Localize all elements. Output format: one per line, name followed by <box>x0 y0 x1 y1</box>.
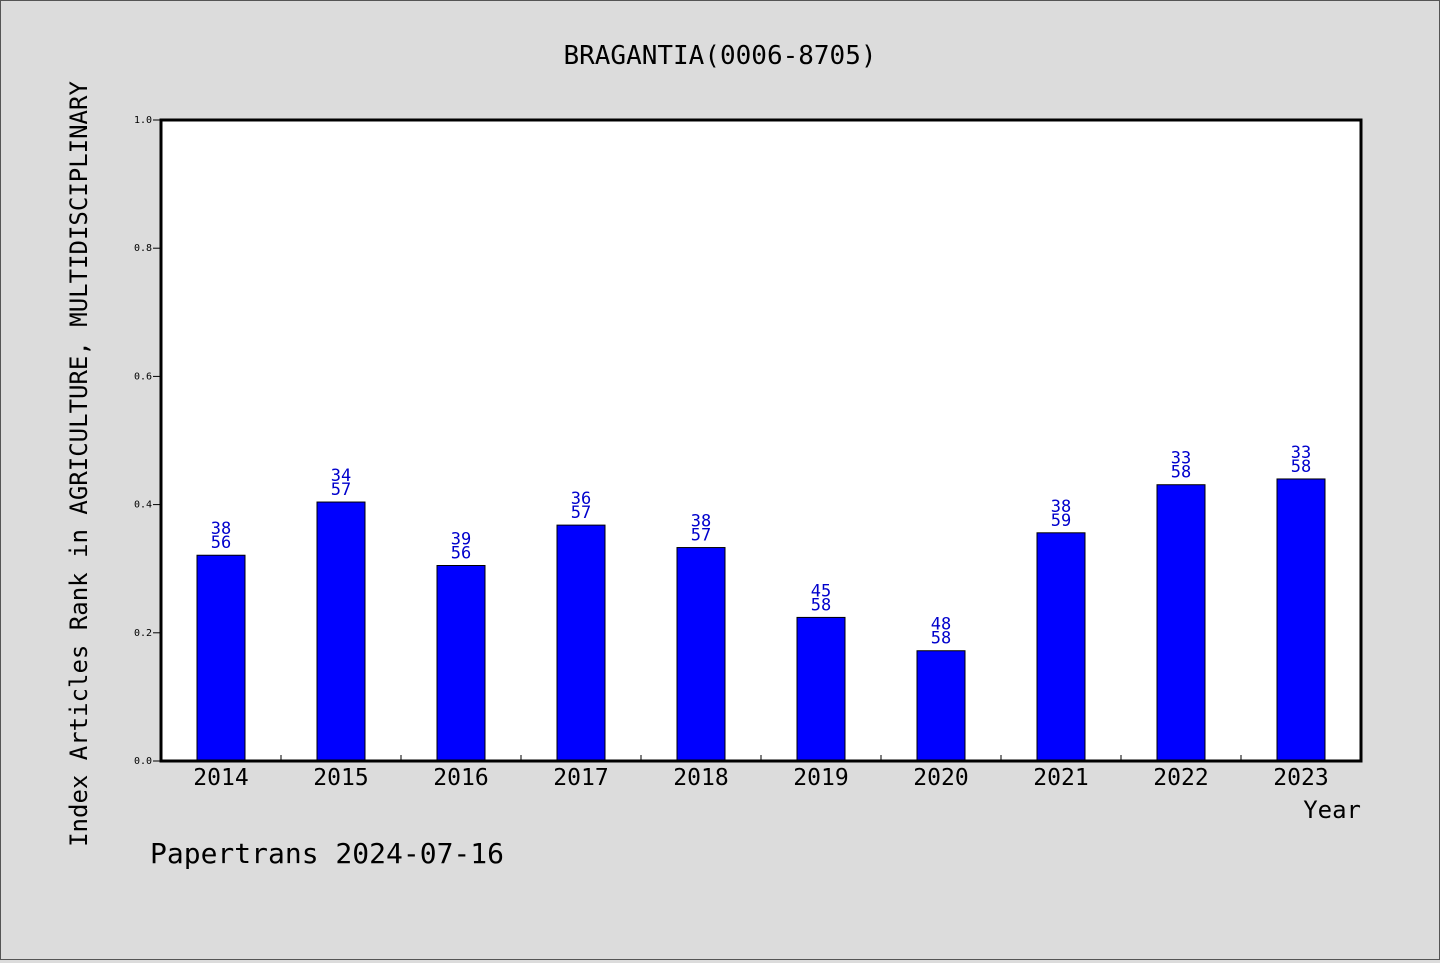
bar <box>316 501 366 762</box>
bar-total-label: 59 <box>1051 511 1071 531</box>
x-tick-label: 2023 <box>1273 765 1328 791</box>
x-axis-label: Year <box>1303 796 1361 824</box>
chart-title: BRAGANTIA(0006-8705) <box>563 41 876 71</box>
bar-total-label: 58 <box>1291 457 1311 477</box>
bar <box>1276 478 1326 762</box>
bar-rank-label: 33 <box>1291 443 1311 463</box>
bar-total-label: 56 <box>451 543 471 563</box>
y-tick-label: 1.0 <box>134 115 152 126</box>
x-tick-label: 2017 <box>553 765 608 791</box>
bar-rank-label: 38 <box>211 519 231 539</box>
y-tick-label: 0.4 <box>134 500 152 511</box>
bar-rank-label: 39 <box>451 529 471 549</box>
x-tick-label: 2020 <box>913 765 968 791</box>
y-axis-label: Index Articles Rank in AGRICULTURE, MULT… <box>65 81 93 847</box>
bar <box>556 524 606 762</box>
y-axis-ticks: 0.0 0.2 0.4 0.6 0.8 1.0 <box>134 115 161 767</box>
bar-total-label: 58 <box>931 629 951 649</box>
x-axis-ticks: 2014 2015 2016 2017 2018 2019 2020 2021 2022 2023 <box>193 755 1329 791</box>
y-tick-label: 0.2 <box>134 628 152 639</box>
bar-total-label: 56 <box>211 533 231 553</box>
x-tick-label: 2018 <box>673 765 728 791</box>
x-tick-label: 2021 <box>1033 765 1088 791</box>
bar <box>1036 532 1086 762</box>
bars-layer <box>196 478 1326 762</box>
bar <box>676 547 726 762</box>
y-tick-label: 0.0 <box>134 756 152 767</box>
x-tick-label: 2014 <box>193 765 248 791</box>
bar-rank-label: 48 <box>931 615 951 635</box>
x-tick-label: 2016 <box>433 765 488 791</box>
bar-total-label: 57 <box>691 526 711 546</box>
y-tick-label: 0.8 <box>134 243 152 254</box>
bar <box>196 554 246 762</box>
bar-rank-label: 38 <box>691 512 711 532</box>
x-tick-label: 2022 <box>1153 765 1208 791</box>
bar-rank-label: 34 <box>331 466 351 486</box>
bar-total-label: 57 <box>571 503 591 523</box>
x-tick-label: 2019 <box>793 765 848 791</box>
bar-rank-label: 38 <box>1051 497 1071 517</box>
bar-rank-label: 45 <box>811 581 831 601</box>
bar <box>796 616 846 762</box>
bar-rank-label: 33 <box>1171 449 1191 469</box>
bar-total-label: 58 <box>1171 463 1191 483</box>
bar <box>1156 484 1206 762</box>
bar-total-label: 58 <box>811 595 831 615</box>
footer-credit: Papertrans 2024-07-16 <box>150 837 504 870</box>
bar-total-label: 57 <box>331 480 351 500</box>
bar-rank-label: 36 <box>571 489 591 509</box>
bar <box>916 650 966 762</box>
bar <box>436 564 486 762</box>
y-tick-label: 0.6 <box>134 371 152 382</box>
x-tick-label: 2015 <box>313 765 368 791</box>
